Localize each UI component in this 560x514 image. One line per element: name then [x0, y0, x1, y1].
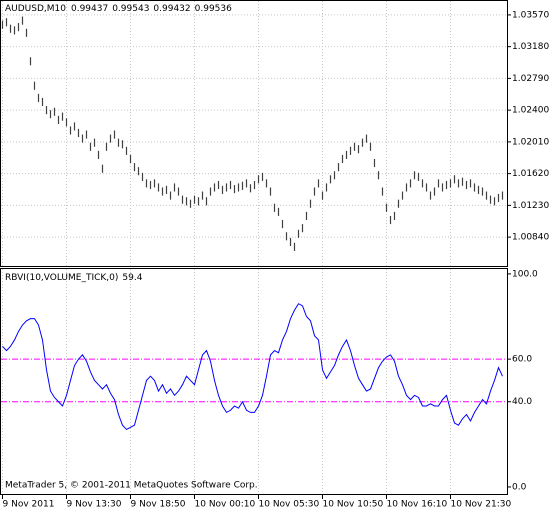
header-open: 0.99437: [71, 4, 108, 14]
y-tick-label: 1.03570: [512, 10, 549, 20]
indicator-line: [2, 303, 503, 431]
y-tick-label: 60.0: [512, 355, 532, 365]
grid: [1, 1, 507, 494]
x-tick-label: 9 Nov 18:50: [131, 500, 186, 510]
y-tick-label: 1.02010: [512, 137, 549, 147]
x-tick-label: 9 Nov 13:30: [67, 500, 122, 510]
y-tick-label: 1.02790: [512, 74, 549, 84]
y-tick-label: 1.01230: [512, 201, 549, 211]
y-tick-label: 1.02400: [512, 106, 549, 116]
header-low: 0.99432: [153, 4, 190, 14]
x-tick-label: 9 Nov 2011: [3, 500, 55, 510]
indicator-panel-frame: [0, 268, 508, 495]
x-tick-label: 10 Nov 21:30: [451, 500, 512, 510]
x-tick-label: 10 Nov 16:10: [387, 500, 448, 510]
x-tick-label: 10 Nov 10:50: [323, 500, 384, 510]
y-tick-label: 1.03180: [512, 42, 549, 52]
x-tick-label: 10 Nov 05:30: [259, 500, 320, 510]
price-panel-frame: [0, 0, 508, 267]
marks: [1, 16, 507, 431]
y-tick-label: 0.0: [512, 482, 527, 492]
price-header: AUDUSD,M10 0.99437 0.99543 0.99432 0.99536: [5, 4, 232, 14]
header-close: 0.99536: [195, 4, 232, 14]
y-tick-label: 100.0: [512, 269, 538, 279]
copyright: MetaTrader 5, © 2001-2011 MetaQuotes Sof…: [5, 481, 258, 491]
y-tick-label: 1.01620: [512, 169, 549, 179]
indicator-current-value: 59.4: [122, 273, 142, 283]
indicator-title: RBVI(10,VOLUME_TICK,0): [5, 273, 118, 283]
symbol-title: AUDUSD,M10: [5, 4, 66, 14]
header-high: 0.99543: [112, 4, 149, 14]
y-tick-label: 40.0: [512, 397, 532, 407]
y-tick-label: 1.00840: [512, 233, 549, 243]
indicator-header: RBVI(10,VOLUME_TICK,0) 59.4: [5, 273, 143, 283]
x-tick-label: 10 Nov 00:10: [195, 500, 256, 510]
